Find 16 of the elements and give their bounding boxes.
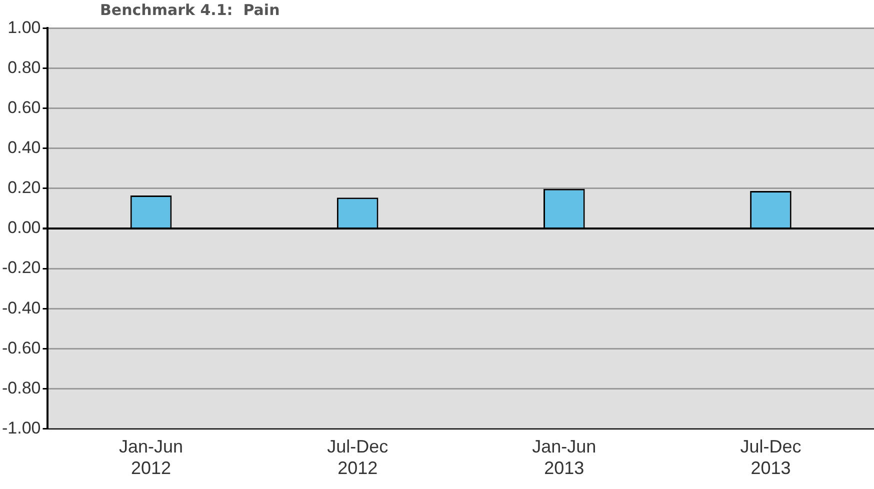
- y-tick-label: 1.00: [8, 18, 41, 37]
- y-tick-label: -0.60: [2, 338, 41, 358]
- y-tick-label: -1.00: [2, 418, 41, 438]
- y-tick-label: -0.40: [2, 298, 41, 318]
- y-tick-label: 0.80: [8, 58, 41, 77]
- y-tick-label: 0.20: [8, 178, 41, 198]
- x-tick-label: Jul-Dec 2012: [327, 436, 388, 478]
- x-tick-label: Jan-Jun 2013: [532, 436, 596, 478]
- y-tick-label: -0.80: [2, 378, 41, 398]
- x-tick-label: Jul-Dec 2013: [740, 436, 802, 478]
- y-tick-label: 0.60: [8, 98, 41, 118]
- x-tick-label: Jan-Jun 2012: [119, 436, 184, 478]
- y-tick-label: -0.20: [2, 258, 41, 278]
- chart-title: Benchmark 4.1: Pain: [100, 0, 280, 20]
- y-tick-label: 0.00: [8, 218, 41, 238]
- y-tick-label: 0.40: [8, 138, 41, 158]
